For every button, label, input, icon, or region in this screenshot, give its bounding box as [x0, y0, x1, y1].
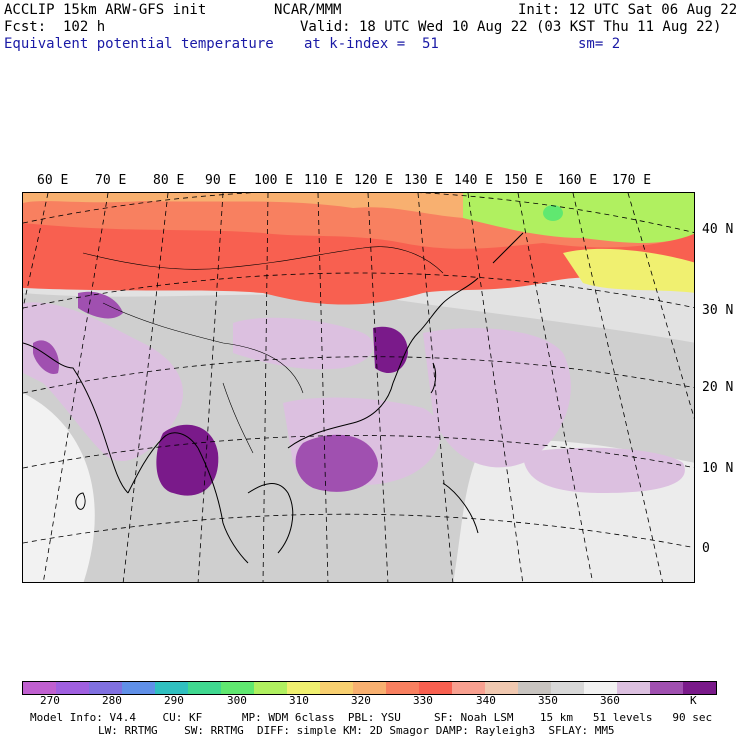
colorbar-tick-label: 320: [351, 694, 371, 707]
lon-label: 170 E: [612, 173, 652, 188]
green-zone: [543, 205, 563, 221]
colorbar-segment: [617, 682, 650, 694]
colorbar-tick-label: 330: [413, 694, 433, 707]
lat-label: 40 N: [702, 222, 734, 237]
colorbar-segment: [683, 682, 716, 694]
forecast-hour: Fcst: 102 h: [4, 19, 106, 35]
colorbar-tick-label: 340: [476, 694, 496, 707]
lon-label: 130 E: [404, 173, 444, 188]
colorbar-segment: [56, 682, 89, 694]
smoothing-label: sm= 2: [578, 36, 621, 52]
colorbar-segment: [122, 682, 155, 694]
lon-label: 100 E: [254, 173, 294, 188]
lon-label: 70 E: [95, 173, 127, 188]
colorbar-segment: [551, 682, 584, 694]
coastlines: [23, 232, 524, 564]
colorbar-segment: [23, 682, 56, 694]
colorbar-tick-label: 350: [538, 694, 558, 707]
graticule-lat: [23, 193, 694, 549]
field-name: Equivalent potential temperature: [4, 36, 274, 52]
colorbar-segment: [584, 682, 617, 694]
lon-label: 80 E: [153, 173, 185, 188]
colorbar-tick-label: 360: [600, 694, 620, 707]
init-time: Init: 12 UTC Sat 06 Aug 22: [518, 2, 738, 18]
colorbar-segment: [320, 682, 353, 694]
theta-e-map: [23, 193, 694, 582]
colorbar-segment: [287, 682, 320, 694]
colorbar-tick-label: 280: [102, 694, 122, 707]
lat-label: 0: [702, 541, 710, 556]
country-borders: [82, 246, 444, 454]
lat-label: 30 N: [702, 303, 734, 318]
colorbar-segment: [188, 682, 221, 694]
colorbar-tick-label: 310: [289, 694, 309, 707]
lon-label: 160 E: [558, 173, 598, 188]
colorbar-segment: [221, 682, 254, 694]
model-info-line1: Model Info: V4.4 CU: KF MP: WDM 6class P…: [30, 711, 713, 724]
dark-purple-zone: [373, 326, 408, 373]
lon-label: 120 E: [354, 173, 394, 188]
colorbar-segment: [254, 682, 287, 694]
colorbar-segment: [353, 682, 386, 694]
lavender-zone: [233, 317, 374, 370]
lavender-zone: [423, 328, 571, 468]
colorbar-segment: [89, 682, 122, 694]
colorbar-segment: [419, 682, 452, 694]
lat-label: 20 N: [702, 380, 734, 395]
colorbar-segment: [386, 682, 419, 694]
lon-label: 110 E: [304, 173, 344, 188]
lon-label: 150 E: [504, 173, 544, 188]
colorbar-segment: [452, 682, 485, 694]
colorbar-segment: [485, 682, 518, 694]
colorbar-tick-label: 270: [40, 694, 60, 707]
graticule-lon: [23, 193, 694, 582]
lon-label: 90 E: [205, 173, 237, 188]
lon-label: 60 E: [37, 173, 69, 188]
colorbar-tick-label: 300: [227, 694, 247, 707]
lavender-zone: [23, 302, 183, 462]
colorbar-segment: [650, 682, 683, 694]
colorbar-tick-label: 290: [164, 694, 184, 707]
model-info-line2: LW: RRTMG SW: RRTMG DIFF: simple KM: 2D …: [98, 724, 615, 737]
center-label: NCAR/MMM: [274, 2, 342, 18]
lon-label: 140 E: [454, 173, 494, 188]
yellow-zone: [563, 248, 694, 293]
colorbar-segment: [155, 682, 188, 694]
purple-zone: [295, 434, 378, 492]
level-index: at k-index = 51: [304, 36, 439, 52]
purple-zone: [33, 340, 59, 374]
valid-time: Valid: 18 UTC Wed 10 Aug 22 (03 KST Thu …: [300, 19, 722, 35]
map-panel: [22, 192, 695, 583]
colorbar-unit: K: [690, 694, 697, 707]
purple-zone: [78, 291, 123, 319]
colorbar: [22, 681, 717, 695]
colorbar-segment: [518, 682, 551, 694]
lat-label: 10 N: [702, 461, 734, 476]
model-title: ACCLIP 15km ARW-GFS init: [4, 2, 207, 18]
